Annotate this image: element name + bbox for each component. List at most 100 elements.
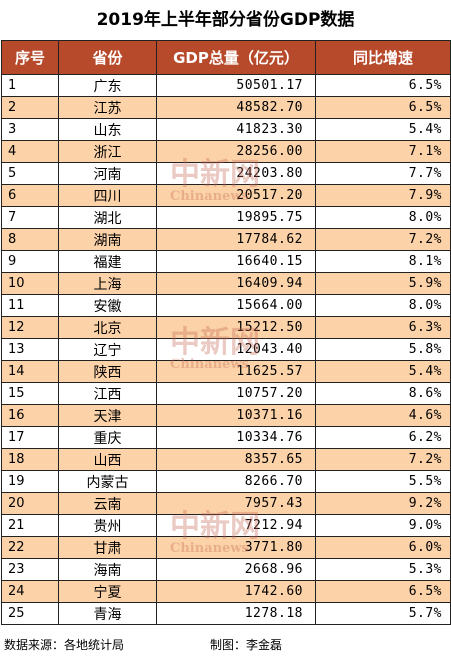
cell-gdp: 11625.57 [156, 360, 316, 383]
table-row: 14 陕西 11625.57 5.4% [1, 360, 451, 383]
cell-gdp: 10334.76 [156, 426, 316, 449]
table-row: 5 河南 24203.80 7.7% [1, 162, 451, 185]
cell-growth: 8.6% [315, 382, 451, 405]
cell-rank: 7 [1, 206, 59, 229]
cell-province: 辽宁 [58, 338, 157, 361]
cell-growth: 7.2% [315, 448, 451, 471]
cell-rank: 22 [1, 536, 59, 559]
cell-gdp: 15212.50 [156, 316, 316, 339]
cell-gdp: 16640.15 [156, 250, 316, 273]
cell-rank: 25 [1, 602, 59, 625]
cell-rank: 24 [1, 580, 59, 603]
table-row: 1 广东 50501.17 6.5% [1, 74, 451, 97]
page-title: 2019年上半年部分省份GDP数据 [96, 10, 355, 30]
table-row: 20 云南 7957.43 9.2% [1, 492, 451, 515]
cell-rank: 16 [1, 404, 59, 427]
table-row: 4 浙江 28256.00 7.1% [1, 140, 451, 163]
cell-gdp: 3771.80 [156, 536, 316, 559]
table-row: 12 北京 15212.50 6.3% [1, 316, 451, 339]
data-source: 数据来源：各地统计局 [4, 638, 125, 652]
table-row: 19 内蒙古 8266.70 5.5% [1, 470, 451, 493]
cell-growth: 8.1% [315, 250, 451, 273]
cell-province: 上海 [58, 272, 157, 295]
cell-gdp: 19895.75 [156, 206, 316, 229]
cell-gdp: 8357.65 [156, 448, 316, 471]
cell-gdp: 1742.60 [156, 580, 316, 603]
cell-rank: 9 [1, 250, 59, 273]
cell-rank: 8 [1, 228, 59, 251]
cell-growth: 5.9% [315, 272, 451, 295]
cell-gdp: 41823.30 [156, 118, 316, 141]
header-gdp: GDP总量（亿元） [156, 40, 316, 75]
cell-gdp: 1278.18 [156, 602, 316, 625]
cell-province: 浙江 [58, 140, 157, 163]
cell-growth: 7.9% [315, 184, 451, 207]
table-row: 24 宁夏 1742.60 6.5% [1, 580, 451, 603]
cell-gdp: 17784.62 [156, 228, 316, 251]
cell-growth: 5.5% [315, 470, 451, 493]
cell-province: 广东 [58, 74, 157, 97]
cell-growth: 6.5% [315, 96, 451, 119]
table-row: 9 福建 16640.15 8.1% [1, 250, 451, 273]
cell-province: 安徽 [58, 294, 157, 317]
cell-growth: 6.2% [315, 426, 451, 449]
cell-rank: 1 [1, 74, 59, 97]
table-row: 8 湖南 17784.62 7.2% [1, 228, 451, 251]
cell-gdp: 12043.40 [156, 338, 316, 361]
cell-province: 陕西 [58, 360, 157, 383]
cell-province: 重庆 [58, 426, 157, 449]
cell-province: 江苏 [58, 96, 157, 119]
header-province: 省份 [58, 40, 157, 75]
cell-rank: 13 [1, 338, 59, 361]
table-row: 7 湖北 19895.75 8.0% [1, 206, 451, 229]
cell-gdp: 24203.80 [156, 162, 316, 185]
cell-rank: 14 [1, 360, 59, 383]
table-row: 23 海南 2668.96 5.3% [1, 558, 451, 581]
cell-gdp: 7957.43 [156, 492, 316, 515]
table-row: 2 江苏 48582.70 6.5% [1, 96, 451, 119]
cell-rank: 11 [1, 294, 59, 317]
cell-growth: 5.4% [315, 118, 451, 141]
cell-rank: 10 [1, 272, 59, 295]
cell-rank: 15 [1, 382, 59, 405]
table-row: 11 安徽 15664.00 8.0% [1, 294, 451, 317]
cell-province: 福建 [58, 250, 157, 273]
cell-rank: 5 [1, 162, 59, 185]
table-header-row: 序号 省份 GDP总量（亿元） 同比增速 [1, 40, 451, 75]
table-row: 10 上海 16409.94 5.9% [1, 272, 451, 295]
header-rank: 序号 [1, 40, 59, 75]
cell-growth: 5.4% [315, 360, 451, 383]
cell-growth: 9.2% [315, 492, 451, 515]
cell-province: 宁夏 [58, 580, 157, 603]
cell-growth: 6.0% [315, 536, 451, 559]
cell-gdp: 7212.94 [156, 514, 316, 537]
cell-rank: 6 [1, 184, 59, 207]
cell-province: 河南 [58, 162, 157, 185]
cell-growth: 6.5% [315, 580, 451, 603]
header-growth: 同比增速 [315, 40, 451, 75]
cell-province: 天津 [58, 404, 157, 427]
cell-growth: 5.3% [315, 558, 451, 581]
cell-rank: 17 [1, 426, 59, 449]
cell-gdp: 48582.70 [156, 96, 316, 119]
cell-growth: 5.8% [315, 338, 451, 361]
cell-growth: 6.3% [315, 316, 451, 339]
cell-province: 甘肃 [58, 536, 157, 559]
cell-rank: 19 [1, 470, 59, 493]
cell-gdp: 10371.16 [156, 404, 316, 427]
footer: 数据来源：各地统计局 制图：李金磊 [0, 632, 451, 656]
cell-growth: 9.0% [315, 514, 451, 537]
cell-rank: 12 [1, 316, 59, 339]
cell-province: 海南 [58, 558, 157, 581]
table-row: 16 天津 10371.16 4.6% [1, 404, 451, 427]
table-body: 1 广东 50501.17 6.5% 2 江苏 48582.70 6.5% 3 山东 41823.3… [1, 74, 451, 625]
gdp-table: 序号 省份 GDP总量（亿元） 同比增速 1 广东 50501.17 6.5% 2 江苏 4… [1, 40, 451, 625]
cell-growth: 7.1% [315, 140, 451, 163]
cell-gdp: 10757.20 [156, 382, 316, 405]
cell-rank: 23 [1, 558, 59, 581]
cell-gdp: 16409.94 [156, 272, 316, 295]
cell-gdp: 28256.00 [156, 140, 316, 163]
cell-province: 湖北 [58, 206, 157, 229]
table-row: 25 青海 1278.18 5.7% [1, 602, 451, 625]
cell-rank: 4 [1, 140, 59, 163]
